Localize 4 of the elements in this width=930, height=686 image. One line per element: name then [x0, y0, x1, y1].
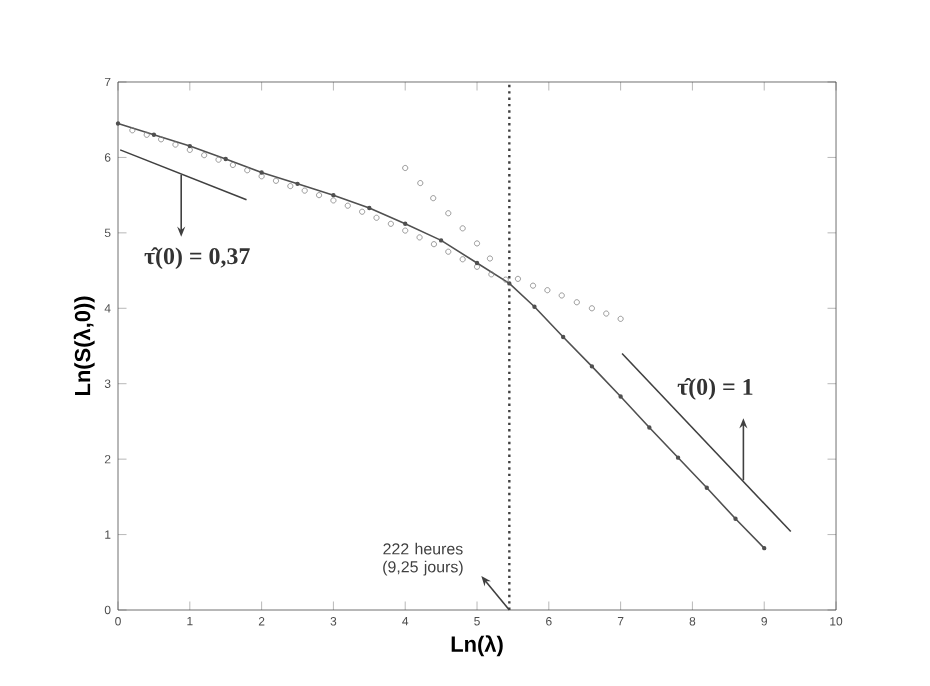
annotation: τ̂(0) = 0,37 [144, 247, 250, 270]
y-axis-title: Ln(S(λ,0)) [73, 296, 95, 396]
annotation: τ̂(0) = 1 [677, 377, 753, 400]
x-axis-title: Ln(λ) [451, 635, 503, 657]
